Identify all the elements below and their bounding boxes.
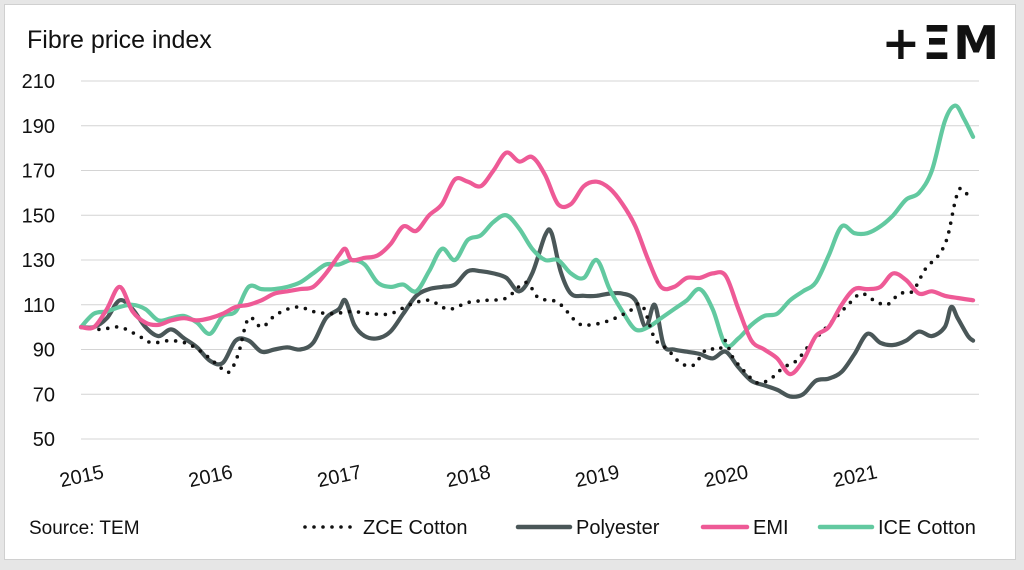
y-tick-label: 90 <box>33 340 55 362</box>
legend-label: ICE Cotton <box>878 517 976 539</box>
chart-frame: Fibre price index +ΞM 50 70 90 110 130 150 170… <box>4 4 1016 560</box>
series-lines <box>78 103 976 399</box>
x-tick-label: 2017 <box>315 461 363 492</box>
tem-logo: +ΞM <box>882 16 1001 70</box>
y-tick-label: 150 <box>22 205 55 227</box>
y-tick-label: 70 <box>33 384 55 406</box>
source-note: Source: TEM <box>29 518 140 539</box>
chart-svg: Fibre price index +ΞM 50 70 90 110 130 150 170… <box>22 16 1001 539</box>
y-tick-label: 110 <box>23 295 55 317</box>
legend: ZCE Cotton Polyester EMI ICE Cotton <box>303 517 976 539</box>
x-tick-label: 2019 <box>573 461 621 492</box>
series-line-emi <box>78 150 976 377</box>
legend-label: Polyester <box>576 517 660 539</box>
series-line-ice-cotton <box>78 103 976 349</box>
y-tick-label: 210 <box>22 71 55 93</box>
y-tick-label: 50 <box>33 429 55 451</box>
y-tick-label: 170 <box>22 161 55 183</box>
y-axis-ticks: 50 70 90 110 130 150 170 190 210 <box>22 71 55 451</box>
y-tick-label: 190 <box>22 116 55 138</box>
gridlines <box>81 80 979 440</box>
x-tick-label: 2015 <box>58 461 106 492</box>
y-tick-label: 130 <box>22 250 55 272</box>
x-tick-label: 2018 <box>444 461 492 492</box>
x-axis-ticks: 2015 2016 2017 2018 2019 2020 2021 <box>58 461 880 492</box>
x-tick-label: 2020 <box>702 461 750 492</box>
x-tick-label: 2016 <box>187 461 235 492</box>
legend-label: ZCE Cotton <box>363 517 467 539</box>
chart-title: Fibre price index <box>27 26 212 54</box>
series-line-polyester <box>78 227 976 399</box>
legend-label: EMI <box>753 517 789 539</box>
series-line-zce-cotton <box>79 186 975 386</box>
x-tick-label: 2021 <box>831 461 879 492</box>
